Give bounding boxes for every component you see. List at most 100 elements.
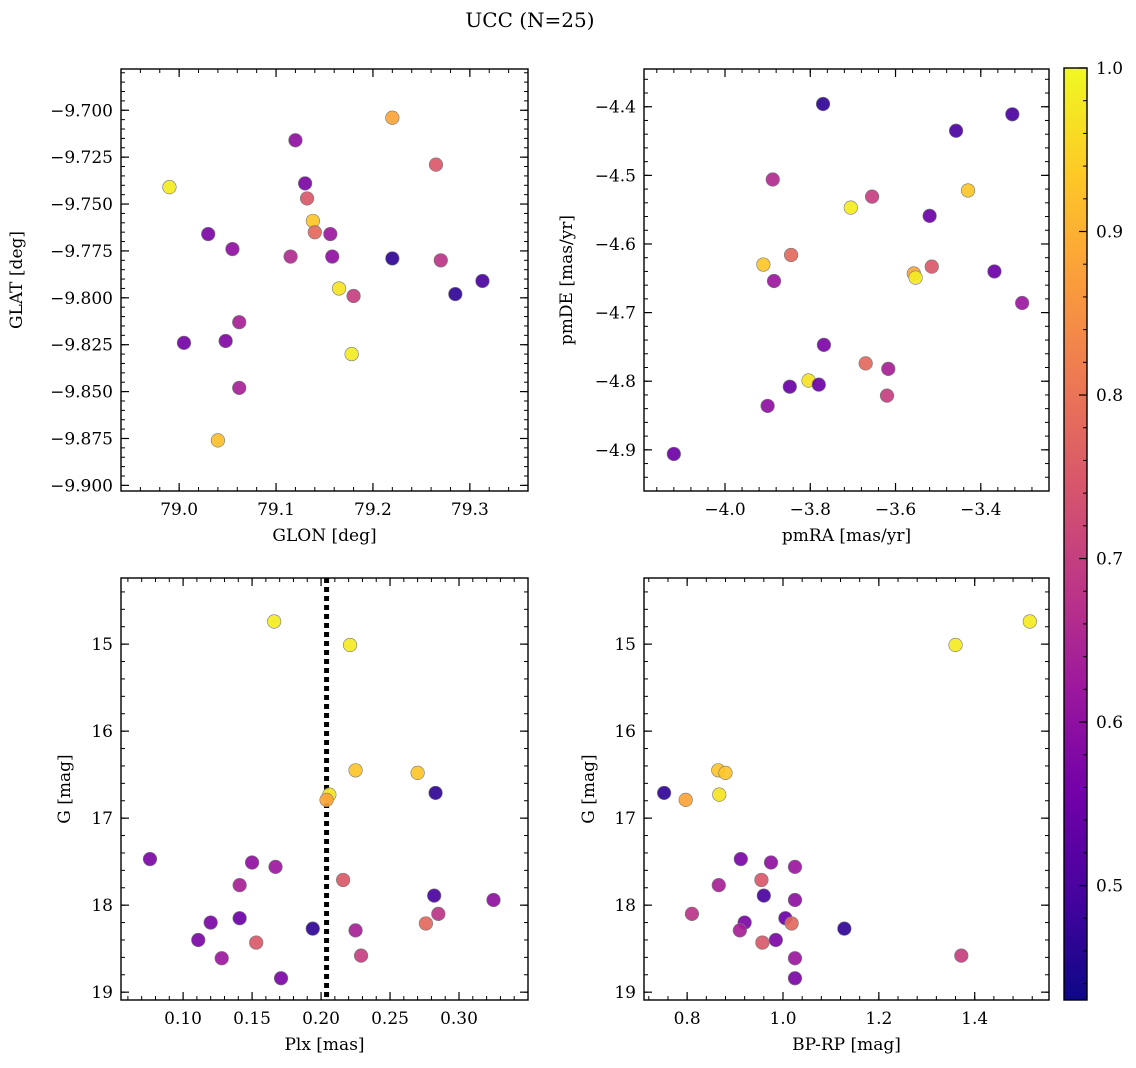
x-tick-label: 79.0 (160, 500, 198, 520)
data-point (879, 388, 895, 403)
colorbar-tick-label: 0.7 (1096, 550, 1123, 570)
data-point (307, 225, 322, 240)
data-point (763, 855, 779, 870)
y-tick-label: −4.9 (595, 441, 636, 461)
data-point (948, 123, 964, 138)
data-point (1015, 295, 1030, 311)
data-point (711, 878, 726, 893)
x-tick-label: 0.25 (371, 1009, 409, 1029)
colorbar-tick-label: 0.5 (1096, 877, 1123, 897)
y-tick-label: −9.700 (50, 101, 113, 121)
data-point (733, 851, 748, 867)
data-point (858, 356, 873, 371)
y-tick-label: 15 (614, 635, 636, 655)
data-point (410, 765, 425, 781)
y-tick-label: −9.800 (50, 289, 113, 309)
data-point (678, 792, 693, 807)
x-axis-label: Plx [mas] (284, 1035, 364, 1055)
data-point (214, 951, 229, 966)
y-tick-label: −9.875 (50, 429, 113, 449)
data-point (1005, 107, 1020, 122)
data-point (787, 859, 803, 874)
data-point (244, 855, 260, 870)
data-point (232, 878, 247, 893)
colorbar-tick-label: 0.8 (1096, 386, 1123, 406)
data-point (176, 335, 192, 350)
data-point (427, 888, 442, 903)
colorbar-tick-label: 0.6 (1096, 713, 1123, 733)
x-tick-label: 0.30 (440, 1009, 478, 1029)
y-axis-label: G [mag] (55, 754, 75, 823)
data-point (864, 189, 880, 204)
y-tick-label: 18 (91, 896, 113, 916)
data-point (299, 191, 315, 206)
data-point (787, 892, 803, 908)
data-point (210, 433, 226, 448)
data-point (249, 935, 264, 950)
axes-frame (643, 68, 1050, 492)
data-point (766, 273, 782, 289)
data-point (924, 259, 939, 274)
data-point (319, 792, 334, 807)
data-point (225, 241, 240, 257)
x-tick-label: 0.15 (233, 1009, 271, 1029)
data-point (273, 971, 289, 986)
data-point (344, 346, 359, 362)
data-point (283, 249, 298, 264)
data-point (448, 286, 463, 302)
y-tick-label: −9.900 (50, 476, 113, 496)
data-point (162, 180, 177, 195)
data-point (666, 446, 681, 462)
x-tick-label: 79.1 (257, 500, 295, 520)
colorbar-tick-label: 0.9 (1096, 223, 1123, 243)
data-point (336, 872, 351, 888)
x-tick-label: −3.4 (960, 500, 1001, 520)
x-axis-label: BP-RP [mag] (792, 1035, 901, 1055)
axes-frame (120, 68, 529, 492)
data-point (765, 172, 780, 187)
data-point (191, 932, 206, 948)
data-point (657, 785, 672, 801)
colorbar-tick-label: 1.0 (1096, 59, 1123, 79)
data-point (732, 923, 747, 938)
x-tick-label: 79.3 (451, 500, 489, 520)
data-point (342, 637, 358, 653)
data-point (232, 380, 247, 395)
data-point (987, 264, 1002, 279)
data-point (760, 398, 775, 414)
x-tick-label: 1.2 (865, 1009, 892, 1029)
data-point (1022, 614, 1037, 629)
data-point (268, 859, 283, 874)
data-point (325, 249, 340, 264)
x-tick-label: 0.8 (674, 1009, 701, 1029)
data-point (811, 377, 826, 392)
data-point (754, 872, 769, 888)
y-tick-label: 19 (614, 983, 636, 1003)
data-point (348, 923, 363, 938)
data-point (428, 157, 444, 172)
data-point (218, 333, 233, 349)
y-tick-label: 17 (614, 809, 636, 829)
x-tick-label: −4.0 (704, 500, 745, 520)
y-tick-label: −9.850 (50, 383, 113, 403)
y-tick-label: 18 (614, 896, 636, 916)
figure-title: UCC (N=25) (465, 8, 594, 32)
data-point (755, 935, 770, 950)
data-point (768, 932, 783, 948)
y-tick-label: −9.725 (50, 148, 113, 168)
data-point (784, 916, 799, 931)
data-point (960, 183, 976, 198)
data-point (684, 906, 700, 921)
data-point (385, 110, 400, 125)
data-point (203, 915, 218, 930)
data-point (232, 911, 247, 926)
data-point (475, 273, 490, 289)
data-point (756, 888, 771, 903)
data-point (712, 787, 727, 802)
data-point (298, 176, 313, 191)
data-point (816, 337, 832, 352)
data-point (815, 96, 831, 112)
y-tick-label: −9.750 (50, 195, 113, 215)
x-tick-label: 0.20 (302, 1009, 340, 1029)
